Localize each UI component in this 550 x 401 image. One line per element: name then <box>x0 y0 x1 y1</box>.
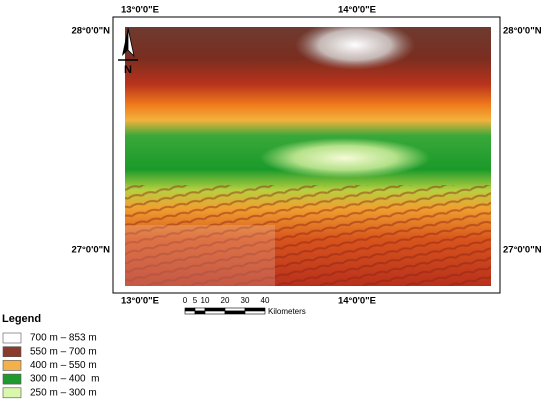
north-arrow <box>118 27 138 61</box>
scale-segment <box>224 307 246 312</box>
scale-segment <box>244 310 266 315</box>
lon-label: 13°0'0"E <box>121 296 159 307</box>
legend-title: Legend <box>2 313 41 325</box>
scale-tick-label: 40 <box>261 296 270 305</box>
scale-segment <box>184 310 196 315</box>
scale-segment <box>204 307 226 312</box>
scale-segment <box>204 310 226 315</box>
scale-tick-label: 30 <box>241 296 250 305</box>
lat-label: 28°0'0"N <box>503 26 542 37</box>
lat-label: 28°0'0"N <box>71 26 110 37</box>
scale-unit: Kilometers <box>268 307 306 316</box>
scale-tick-label: 20 <box>221 296 230 305</box>
legend-swatch <box>2 373 22 385</box>
scale-segment <box>244 307 266 312</box>
legend-swatch <box>2 346 22 358</box>
elevation-raster <box>125 27 491 286</box>
legend-swatch <box>2 360 22 371</box>
legend-label: 700 m – 853 m <box>30 333 97 344</box>
legend-swatch <box>2 332 22 344</box>
scale-segment <box>194 310 206 315</box>
scale-tick-label: 0 <box>183 296 188 305</box>
scale-segment <box>184 307 196 312</box>
legend-label: 300 m – 400 m <box>30 374 99 385</box>
legend-label: 250 m – 300 m <box>30 387 97 398</box>
lat-label: 27°0'0"N <box>71 245 110 256</box>
lon-label: 14°0'0"E <box>338 296 376 307</box>
map-frame <box>112 16 501 294</box>
lat-label: 27°0'0"N <box>503 245 542 256</box>
scale-segment <box>194 307 206 312</box>
scale-tick-label: 10 <box>201 296 210 305</box>
lon-label: 13°0'0"E <box>121 5 159 16</box>
legend-label: 550 m – 700 m <box>30 346 97 357</box>
lon-label: 14°0'0"E <box>338 5 376 16</box>
legend-label: 400 m – 550 m <box>30 360 97 371</box>
scale-tick-label: 5 <box>193 296 198 305</box>
legend-swatch <box>2 387 22 399</box>
scale-segment <box>224 310 246 315</box>
north-label: N <box>124 64 132 76</box>
